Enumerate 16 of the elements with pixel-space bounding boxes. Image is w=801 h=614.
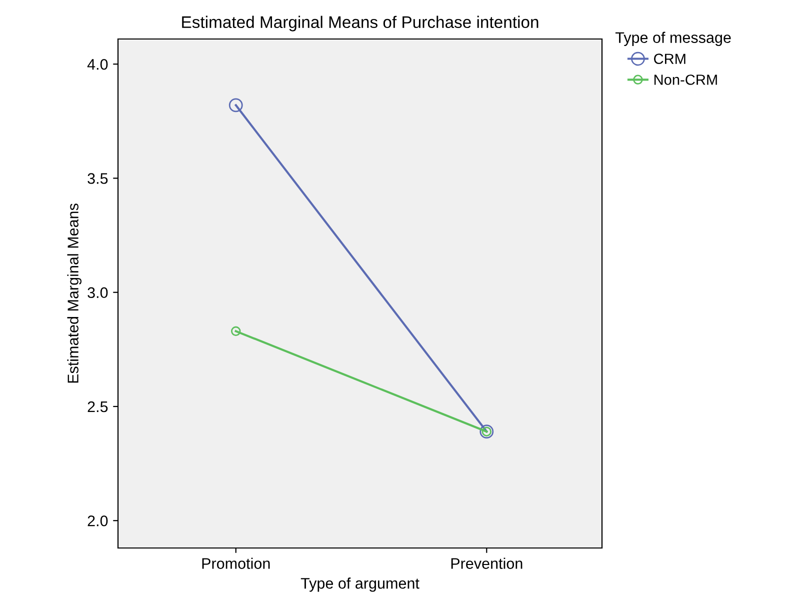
y-tick-label: 2.5 [88,401,108,412]
y-axis-title: Estimated Marginal Means [67,204,82,383]
point [228,98,243,112]
legend-title: Type of message [615,32,731,46]
point [231,326,241,336]
chart-title: Estimated Marginal Means of Purchase intention [182,16,538,32]
y-tick-label: 4.0 [87,58,108,70]
x-axis-title: Type of argument [300,578,420,592]
y-tick-label: 3.0 [88,287,108,298]
point [480,424,494,439]
x-tick-label: Prevention [451,558,522,569]
legend-label: Non-CRM [654,74,717,85]
legend-label: CRM [654,54,686,64]
y-tick-label: 3.5 [88,173,108,184]
y-tick-label: 2.0 [88,515,108,526]
x-tick-label: Promotion [202,558,270,569]
